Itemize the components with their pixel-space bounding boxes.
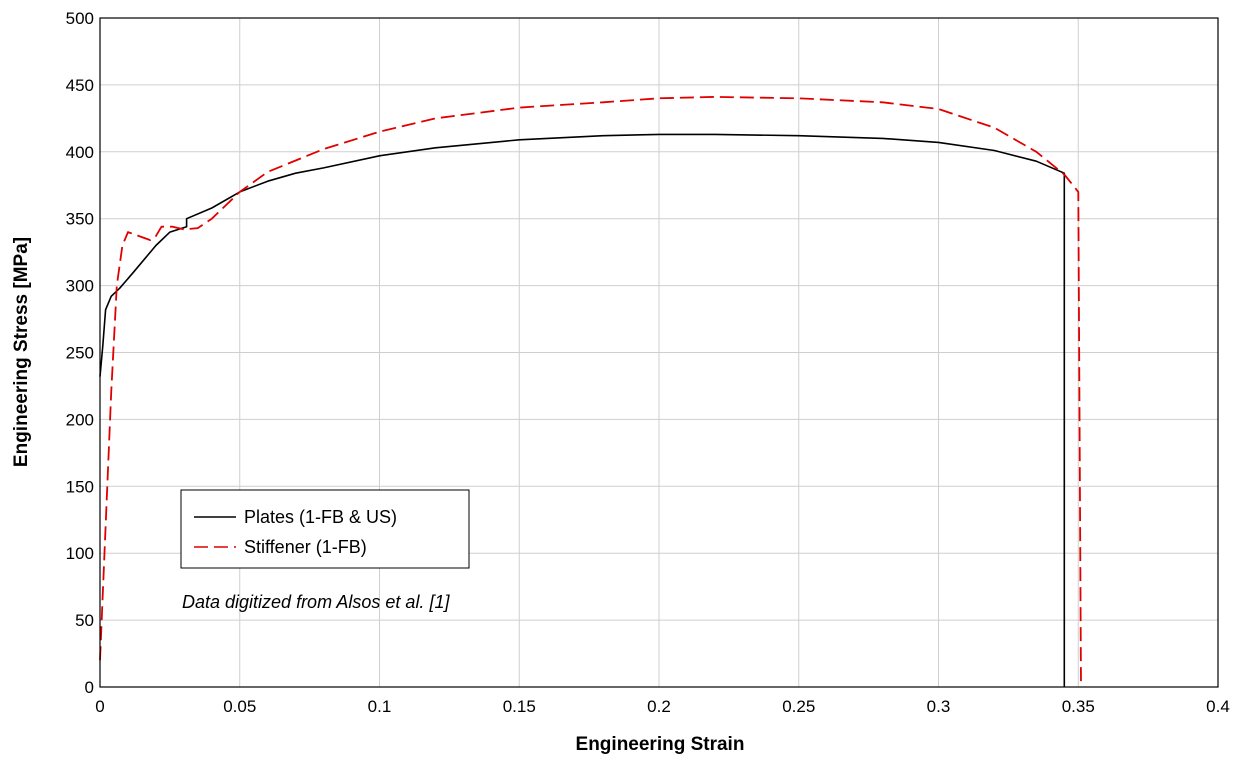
y-axis-title: Engineering Stress [MPa] [11,237,32,467]
y-tick-label: 0 [85,678,94,697]
x-tick-label: 0.4 [1206,697,1230,716]
x-tick-label: 0.05 [223,697,256,716]
x-tick-label: 0.2 [647,697,671,716]
y-tick-labels: 0 50 100 150 200 250 300 350 400 450 500 [66,9,94,697]
plot-frame [99,17,1219,688]
x-tick-label: 0.15 [503,697,536,716]
legend-box [180,489,470,569]
y-tick-label: 150 [66,477,94,496]
legend-label-stiffener: Stiffener (1-FB) [244,537,367,557]
x-tick-labels: 0 0.05 0.1 0.15 0.2 0.25 0.3 0.35 0.4 [95,697,1230,716]
series-layer [99,96,1082,688]
x-tick-label: 0 [95,697,104,716]
y-tick-label: 100 [66,544,94,563]
y-tick-label: 450 [66,76,94,95]
legend-label-plates: Plates (1-FB & US) [244,507,397,527]
x-tick-label: 0.35 [1062,697,1095,716]
y-tick-label: 250 [66,344,94,363]
y-tick-label: 500 [66,9,94,28]
series-line-plates [99,133,1066,687]
y-tick-label: 350 [66,210,94,229]
grid [99,17,1219,688]
x-tick-label: 0.3 [927,697,951,716]
legend: Plates (1-FB & US) Stiffener (1-FB) [180,489,470,569]
data-source-annotation: Data digitized from Alsos et al. [1] [182,592,450,612]
y-tick-label: 200 [66,410,94,429]
x-axis-title: Engineering Strain [576,734,745,755]
x-tick-label: 0.1 [368,697,392,716]
series-line-stiffener [99,96,1082,688]
y-tick-label: 50 [75,611,94,630]
x-tick-label: 0.25 [782,697,815,716]
y-tick-label: 400 [66,143,94,162]
y-tick-label: 300 [66,277,94,296]
